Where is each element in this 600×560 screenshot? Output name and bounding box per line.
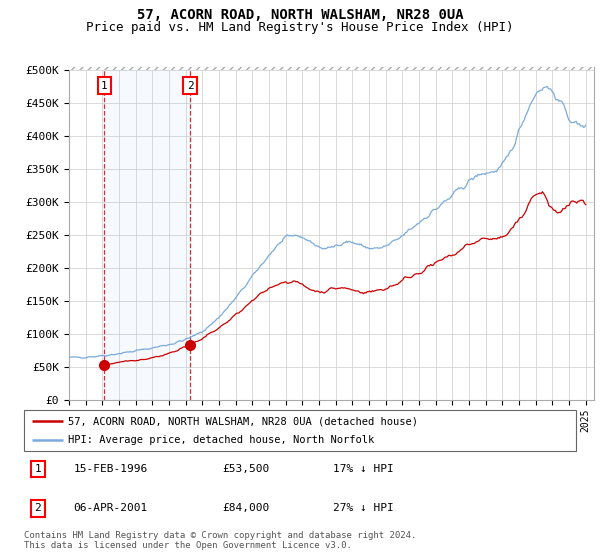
Text: 2: 2 <box>34 503 41 513</box>
Text: Contains HM Land Registry data © Crown copyright and database right 2024.
This d: Contains HM Land Registry data © Crown c… <box>24 531 416 550</box>
FancyBboxPatch shape <box>24 410 576 451</box>
Text: £84,000: £84,000 <box>223 503 270 513</box>
Bar <box>104 67 190 400</box>
Text: 1: 1 <box>101 81 108 91</box>
Text: 06-APR-2001: 06-APR-2001 <box>74 503 148 513</box>
Text: 17% ↓ HPI: 17% ↓ HPI <box>333 464 394 474</box>
Text: HPI: Average price, detached house, North Norfolk: HPI: Average price, detached house, Nort… <box>68 435 374 445</box>
Text: 1: 1 <box>34 464 41 474</box>
Text: 15-FEB-1996: 15-FEB-1996 <box>74 464 148 474</box>
Text: 57, ACORN ROAD, NORTH WALSHAM, NR28 0UA: 57, ACORN ROAD, NORTH WALSHAM, NR28 0UA <box>137 8 463 22</box>
Text: 2: 2 <box>187 81 194 91</box>
Text: 27% ↓ HPI: 27% ↓ HPI <box>333 503 394 513</box>
Text: Price paid vs. HM Land Registry's House Price Index (HPI): Price paid vs. HM Land Registry's House … <box>86 21 514 34</box>
Text: £53,500: £53,500 <box>223 464 270 474</box>
Bar <box>69 38 594 71</box>
Text: 57, ACORN ROAD, NORTH WALSHAM, NR28 0UA (detached house): 57, ACORN ROAD, NORTH WALSHAM, NR28 0UA … <box>68 417 418 426</box>
